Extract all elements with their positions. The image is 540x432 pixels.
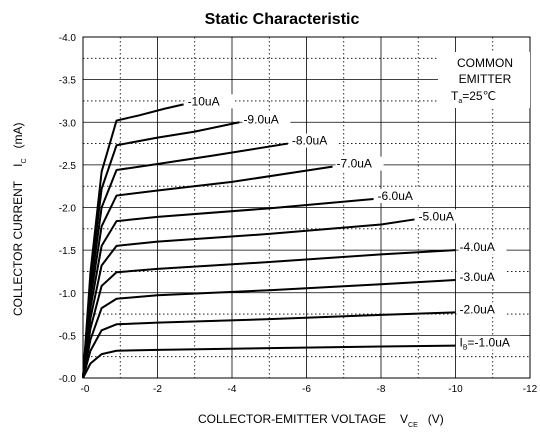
curve-label-value: =-1.0uA	[468, 336, 510, 350]
y-tick-label: -3.0	[59, 118, 77, 129]
chart-title: Static Characteristic	[205, 11, 360, 28]
x-tick-label: -12	[523, 384, 538, 395]
curve-label: -9.0uA	[243, 112, 278, 126]
grid	[83, 37, 530, 378]
y-tick-label: -0.5	[59, 331, 77, 342]
y-tick-label: -0.0	[59, 374, 77, 385]
x-tick-label: -4	[228, 384, 237, 395]
annotation-emitter: EMITTER	[459, 72, 512, 86]
curve-label: -10uA	[188, 94, 220, 108]
curve-line	[82, 311, 456, 379]
curve-label-background	[458, 302, 507, 317]
curve-label-prefix: I	[460, 336, 463, 350]
curve-label-background	[417, 209, 466, 224]
y-tick-label: -3.5	[59, 76, 77, 87]
plot-frame	[82, 36, 531, 379]
x-tick-label: -2	[153, 384, 162, 395]
curve-label-background	[242, 112, 291, 127]
y-axis-symbol-sub: C	[21, 158, 28, 163]
curve-label: -6.0uA	[378, 189, 413, 203]
y-tick-label: -2.5	[59, 161, 77, 172]
curve-line	[82, 249, 456, 379]
y-axis-unit: (mA)	[11, 122, 25, 148]
x-axis-symbol: V	[400, 412, 408, 426]
curve-label: -2.0uA	[460, 302, 495, 316]
x-tick-label: -6	[302, 384, 311, 395]
curve-line	[82, 344, 456, 379]
annotation-temp-suffix: =25℃	[462, 89, 496, 103]
curve-labels: IB=-1.0uA -2.0uA -3.0uA -4.0uA -5.0uA -6.0uA -…	[186, 94, 521, 352]
y-tick-label: -1.5	[59, 246, 77, 257]
annotation-common: COMMON	[457, 56, 513, 70]
curves	[82, 103, 456, 379]
curve-label: -4.0uA	[460, 240, 495, 254]
x-tick-label: -0	[81, 384, 90, 395]
y-tick-label: -1.0	[59, 289, 77, 300]
curve-label: IB=-1.0uA	[460, 336, 510, 352]
y-tick-labels: -0.0 -0.5 -1.0 -1.5 -2.0 -2.5 -3.0 -3.5 -4.0	[59, 33, 77, 385]
annotation-background	[438, 52, 530, 108]
x-axis-symbol-sub: CE	[408, 422, 418, 429]
x-axis-label-text: COLLECTOR-EMITTER VOLTAGE	[198, 412, 386, 426]
y-tick-label: -4.0	[59, 33, 77, 44]
y-axis-label: COLLECTOR CURRENT IC (mA)	[11, 122, 28, 316]
curve-label-background	[376, 188, 425, 203]
curve-label-background	[458, 335, 521, 350]
curve-label: -5.0uA	[419, 209, 454, 223]
x-axis-unit: (V)	[428, 412, 444, 426]
x-tick-labels: -0 -2 -4 -6 -8 -10 -12	[81, 384, 538, 395]
curve-label: -7.0uA	[337, 157, 372, 171]
curve-label-background	[186, 94, 235, 109]
curve-line	[82, 218, 415, 379]
curve-label: -8.0uA	[292, 134, 327, 148]
annotation-temp-prefix: T	[451, 89, 459, 103]
curve-line	[82, 278, 456, 379]
y-tick-label: -2.0	[59, 204, 77, 215]
curve-line	[82, 103, 184, 379]
x-tick-label: -8	[377, 384, 386, 395]
curve-label: -3.0uA	[460, 270, 495, 284]
annotation-temp-sub: a	[458, 98, 462, 105]
curve-label-sub: B	[463, 345, 468, 352]
curve-label-background	[335, 156, 384, 171]
annotation-temperature: Ta=25℃	[451, 89, 496, 105]
y-axis-symbol: I	[11, 164, 25, 167]
y-axis-label-text: COLLECTOR CURRENT	[11, 180, 25, 316]
x-axis-label: COLLECTOR-EMITTER VOLTAGE VCE (V)	[198, 412, 444, 429]
curve-label-background	[458, 269, 507, 284]
x-tick-label: -10	[448, 384, 463, 395]
curve-label-background	[458, 240, 507, 255]
curve-label-background	[290, 133, 339, 148]
